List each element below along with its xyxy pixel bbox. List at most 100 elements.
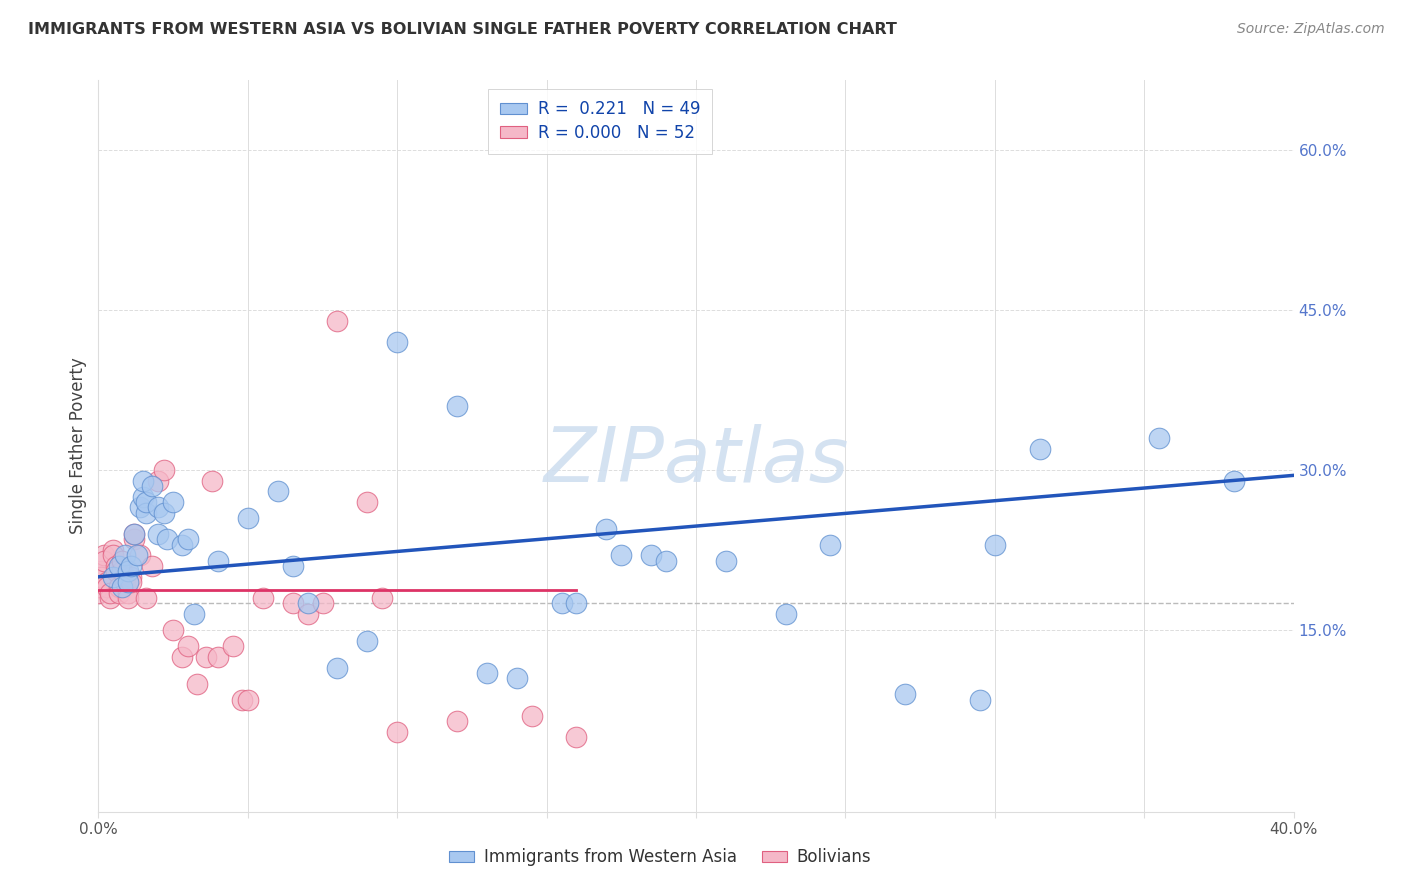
Point: [114, 570, 136, 584]
Point: [141, 479, 163, 493]
Point: [108, 581, 131, 595]
Text: ZIPatlas: ZIPatlas: [543, 424, 849, 498]
Point: [506, 671, 529, 685]
Point: [195, 649, 218, 664]
Point: [87, 581, 110, 595]
Point: [162, 495, 184, 509]
Point: [162, 623, 184, 637]
Point: [148, 474, 170, 488]
Point: [90, 570, 112, 584]
Point: [87, 586, 110, 600]
Point: [114, 575, 136, 590]
Point: [236, 511, 259, 525]
Point: [135, 506, 157, 520]
Point: [177, 639, 200, 653]
Point: [103, 549, 125, 563]
Point: [117, 591, 139, 606]
Point: [371, 591, 394, 606]
Point: [172, 649, 194, 664]
Point: [153, 463, 176, 477]
Point: [132, 474, 155, 488]
Point: [326, 660, 349, 674]
Point: [141, 559, 163, 574]
Point: [100, 586, 122, 600]
Point: [236, 692, 259, 706]
Point: [281, 559, 304, 574]
Point: [105, 559, 128, 574]
Point: [1223, 474, 1246, 488]
Point: [96, 581, 118, 595]
Point: [93, 549, 115, 563]
Point: [129, 549, 152, 563]
Point: [297, 607, 319, 622]
Point: [446, 714, 468, 728]
Point: [231, 692, 253, 706]
Point: [132, 490, 155, 504]
Point: [640, 549, 662, 563]
Point: [385, 724, 409, 739]
Point: [222, 639, 245, 653]
Point: [385, 334, 409, 349]
Point: [201, 474, 224, 488]
Point: [610, 549, 633, 563]
Point: [595, 522, 617, 536]
Point: [135, 495, 157, 509]
Point: [103, 543, 125, 558]
Point: [207, 649, 229, 664]
Point: [117, 586, 139, 600]
Point: [93, 554, 115, 568]
Point: [183, 607, 205, 622]
Point: [297, 597, 319, 611]
Point: [172, 538, 194, 552]
Point: [103, 570, 125, 584]
Point: [326, 313, 349, 327]
Point: [120, 559, 142, 574]
Point: [655, 554, 678, 568]
Point: [1147, 431, 1170, 445]
Point: [100, 591, 122, 606]
Point: [114, 549, 136, 563]
Y-axis label: Single Father Poverty: Single Father Poverty: [69, 358, 87, 534]
Point: [135, 591, 157, 606]
Text: IMMIGRANTS FROM WESTERN ASIA VS BOLIVIAN SINGLE FATHER POVERTY CORRELATION CHART: IMMIGRANTS FROM WESTERN ASIA VS BOLIVIAN…: [28, 22, 897, 37]
Point: [207, 554, 229, 568]
Point: [120, 575, 142, 590]
Point: [127, 549, 149, 563]
Point: [148, 527, 170, 541]
Point: [111, 565, 134, 579]
Point: [252, 591, 274, 606]
Point: [117, 565, 139, 579]
Point: [129, 500, 152, 515]
Point: [124, 527, 146, 541]
Point: [969, 692, 991, 706]
Point: [267, 484, 290, 499]
Point: [446, 399, 468, 413]
Point: [565, 597, 588, 611]
Point: [550, 597, 572, 611]
Point: [356, 495, 378, 509]
Point: [820, 538, 842, 552]
Point: [356, 633, 378, 648]
Point: [105, 565, 128, 579]
Point: [120, 570, 142, 584]
Point: [108, 559, 131, 574]
Point: [96, 575, 118, 590]
Point: [124, 527, 146, 541]
Point: [311, 597, 333, 611]
Legend: Immigrants from Western Asia, Bolivians: Immigrants from Western Asia, Bolivians: [441, 841, 879, 873]
Point: [984, 538, 1007, 552]
Point: [124, 533, 146, 547]
Point: [186, 676, 208, 690]
Point: [775, 607, 797, 622]
Point: [281, 597, 304, 611]
Point: [153, 506, 176, 520]
Point: [565, 730, 588, 744]
Point: [90, 565, 112, 579]
Point: [111, 581, 134, 595]
Point: [520, 708, 543, 723]
Point: [148, 500, 170, 515]
Point: [1028, 442, 1050, 456]
Point: [894, 687, 917, 701]
Point: [117, 575, 139, 590]
Point: [108, 586, 131, 600]
